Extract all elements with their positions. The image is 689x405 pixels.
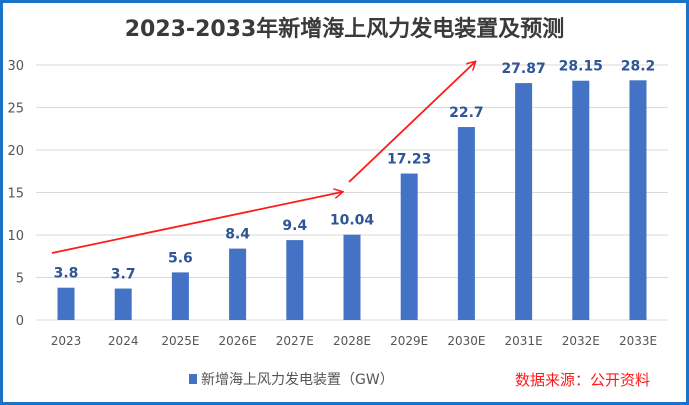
trend-arrow: [51, 192, 342, 254]
y-tick-label: 20: [7, 144, 24, 159]
bar: [171, 272, 189, 320]
bar: [515, 83, 533, 320]
bar-chart: 0 5 10 15 20 25 30 3.8 2023 3.7 2024 5.6 2025E 8.4 202…: [7, 58, 668, 348]
data-label: 22.7: [449, 105, 484, 121]
x-tick-label: 2032E: [562, 334, 600, 348]
data-label: 28.15: [559, 59, 603, 75]
x-tick-label: 2033E: [619, 334, 657, 348]
y-tick-label: 25: [7, 102, 24, 117]
legend-label: 新增海上风力发电装置（GW）: [201, 372, 394, 388]
bar: [629, 80, 647, 320]
bar: [400, 173, 418, 320]
bar: [343, 234, 361, 320]
data-label: 10.04: [330, 213, 375, 229]
data-label: 17.23: [387, 152, 431, 168]
x-tick-label: 2027E: [276, 334, 314, 348]
x-tick-label: 2023: [51, 334, 82, 348]
y-tick-label: 0: [16, 314, 24, 329]
x-tick-label: 2028E: [333, 334, 371, 348]
y-tick-label: 30: [7, 59, 24, 74]
x-tick-label: 2029E: [390, 334, 428, 348]
bar: [286, 240, 304, 320]
data-label: 9.4: [282, 218, 307, 234]
bar: [572, 80, 590, 320]
y-tick-label: 15: [7, 187, 24, 202]
bar: [114, 288, 132, 320]
y-tick-label: 5: [16, 272, 24, 287]
x-tick-label: 2025E: [161, 334, 199, 348]
x-tick-label: 2026E: [219, 334, 257, 348]
x-tick-label: 2031E: [505, 334, 543, 348]
bar: [457, 127, 475, 320]
data-label: 5.6: [168, 250, 193, 266]
data-label: 28.2: [621, 58, 656, 74]
x-tick-label: 2024: [108, 334, 139, 348]
chart-title: 2023-2033年新增海上风力发电装置及预测: [124, 17, 565, 42]
data-label: 3.7: [111, 267, 136, 283]
trend-arrow: [348, 62, 475, 183]
data-label: 27.87: [501, 61, 545, 77]
source-note: 数据来源：公开资料: [515, 371, 651, 389]
data-label: 8.4: [225, 227, 250, 243]
bar: [57, 287, 75, 320]
y-tick-label: 10: [7, 229, 24, 244]
data-label: 3.8: [54, 266, 79, 282]
legend: 新增海上风力发电装置（GW）: [189, 369, 394, 389]
legend-swatch: [189, 374, 197, 384]
x-tick-label: 2030E: [447, 334, 485, 348]
bar: [229, 248, 247, 320]
